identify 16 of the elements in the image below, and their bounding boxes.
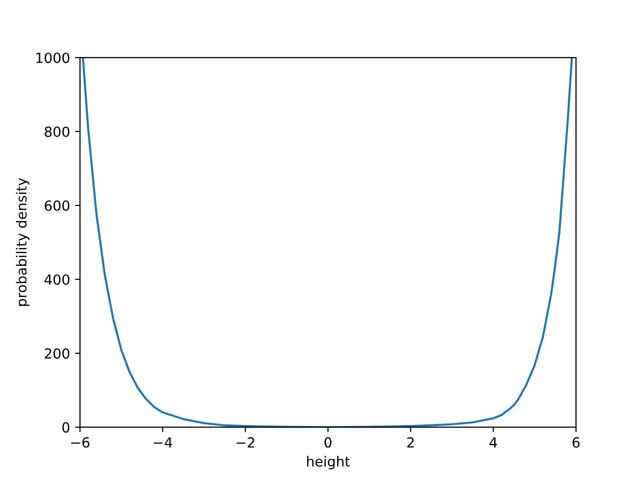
x-tick-label: −4	[154, 437, 172, 448]
y-axis-title: probability density	[16, 178, 30, 306]
x-tick-label: −6	[71, 437, 90, 448]
x-tick-label: 2	[407, 437, 414, 448]
y-tick-label: 1000	[36, 52, 70, 64]
x-tick-label: 6	[572, 437, 580, 448]
x-tick-label: 0	[324, 437, 332, 448]
y-tick-label: 800	[44, 126, 70, 137]
x-tick-label: 4	[490, 437, 497, 448]
line-series	[82, 58, 573, 428]
y-tick-label: 200	[44, 348, 70, 359]
y-tick-label: 0	[62, 422, 70, 433]
x-tick-label: −2	[236, 437, 254, 448]
y-tick-label: 600	[44, 200, 70, 211]
x-axis-title: height	[307, 456, 350, 470]
y-tick-label: 400	[44, 274, 70, 285]
